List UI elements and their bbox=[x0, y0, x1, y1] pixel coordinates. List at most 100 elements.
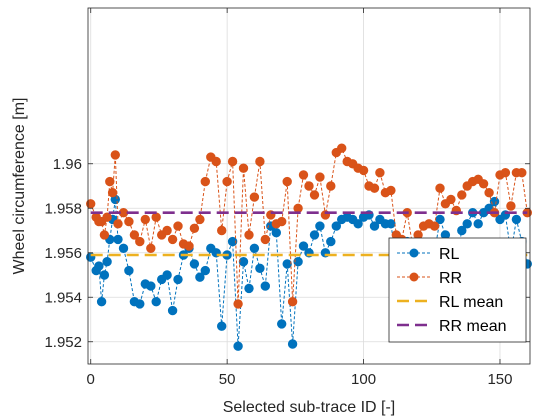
data-point-rr bbox=[282, 176, 292, 187]
y-axis-label: Wheel circumference [m] bbox=[11, 98, 28, 275]
data-point-rl bbox=[260, 281, 270, 291]
data-point-rr bbox=[255, 156, 265, 167]
data-point-rl bbox=[189, 259, 200, 269]
data-point-rr bbox=[244, 230, 254, 240]
data-point-rl bbox=[282, 259, 292, 269]
data-point-rr bbox=[189, 223, 200, 234]
data-point-rl bbox=[271, 228, 281, 238]
data-point-rr bbox=[113, 219, 123, 229]
data-point-rl bbox=[124, 265, 134, 276]
data-point-rl bbox=[326, 236, 336, 247]
legend-item-rr-mean: RR mean bbox=[397, 318, 507, 335]
legend-item-rl-mean: RL mean bbox=[397, 294, 503, 311]
data-point-rr bbox=[99, 230, 110, 240]
data-point-rl bbox=[118, 243, 129, 254]
data-point-rl bbox=[238, 257, 249, 267]
data-point-rr bbox=[238, 163, 249, 173]
data-point-rr bbox=[233, 299, 243, 309]
data-point-rr bbox=[309, 190, 320, 200]
plot-area: 0 50 100 150 1.952 1.954 1.956 1.958 1.96 bbox=[44, 7, 532, 388]
data-point-rl bbox=[386, 219, 396, 229]
data-point-rr bbox=[184, 241, 194, 251]
data-point-rl bbox=[162, 270, 172, 280]
legend-label-rr-mean: RR mean bbox=[439, 318, 507, 335]
legend-label-rl: RL bbox=[439, 246, 460, 263]
data-point-rr bbox=[249, 192, 260, 202]
data-point-rr bbox=[110, 150, 121, 160]
data-point-rr bbox=[435, 183, 445, 193]
data-point-rr bbox=[167, 234, 178, 245]
data-point-rl bbox=[146, 281, 156, 291]
data-point-rl bbox=[293, 257, 303, 267]
series-rr bbox=[86, 143, 532, 309]
data-point-rr bbox=[375, 168, 385, 178]
x-tick-label: 150 bbox=[487, 371, 512, 388]
data-point-rl bbox=[331, 221, 341, 231]
data-point-rr bbox=[287, 297, 298, 307]
data-point-rr bbox=[162, 225, 172, 236]
series-layer bbox=[86, 143, 532, 351]
data-point-rr bbox=[484, 188, 494, 198]
data-point-rl bbox=[113, 234, 123, 245]
data-point-rr bbox=[369, 183, 380, 193]
data-point-rl bbox=[94, 261, 104, 271]
data-point-rl bbox=[462, 219, 472, 229]
axis-ticks: 0 50 100 150 1.952 1.954 1.956 1.958 1.96 bbox=[44, 8, 530, 388]
data-point-rl bbox=[167, 305, 178, 316]
y-tick-label: 1.956 bbox=[44, 245, 82, 262]
data-point-rr bbox=[337, 143, 347, 153]
data-point-rr bbox=[102, 212, 112, 222]
data-point-rl bbox=[151, 297, 161, 307]
data-point-rr bbox=[386, 185, 396, 196]
data-point-rl bbox=[369, 221, 380, 231]
data-point-rl bbox=[315, 221, 325, 231]
data-point-rl bbox=[298, 241, 309, 251]
data-point-rl bbox=[353, 219, 363, 229]
data-point-rl bbox=[309, 230, 320, 240]
data-point-rl bbox=[473, 219, 483, 229]
data-point-rl bbox=[244, 283, 254, 294]
data-point-rl bbox=[195, 272, 205, 282]
y-tick-label: 1.958 bbox=[44, 200, 82, 217]
data-point-rl bbox=[233, 341, 243, 351]
data-point-rl bbox=[287, 339, 298, 349]
y-tick-label: 1.952 bbox=[44, 334, 82, 351]
data-point-rr bbox=[517, 168, 527, 178]
data-point-rr bbox=[200, 176, 211, 187]
data-point-rr bbox=[446, 194, 456, 205]
legend-item-rr: RR bbox=[397, 270, 462, 287]
data-point-rr bbox=[326, 181, 336, 191]
data-point-rl bbox=[511, 214, 522, 225]
data-point-rr bbox=[227, 156, 238, 167]
data-point-rr bbox=[211, 156, 221, 167]
data-point-rr bbox=[146, 243, 156, 254]
data-point-rr bbox=[315, 172, 325, 182]
data-point-rr bbox=[135, 236, 145, 247]
data-point-rr bbox=[478, 179, 489, 189]
data-point-rr bbox=[222, 176, 232, 187]
data-point-rl bbox=[200, 265, 211, 276]
data-point-rl bbox=[277, 319, 287, 329]
plot-frame bbox=[87, 7, 531, 365]
x-tick-label: 100 bbox=[351, 371, 376, 388]
data-point-rr bbox=[217, 225, 227, 236]
data-point-rr bbox=[105, 176, 115, 187]
data-point-rl bbox=[173, 274, 183, 285]
data-point-rr bbox=[129, 230, 140, 240]
data-point-rl bbox=[227, 236, 238, 247]
data-point-rl bbox=[255, 263, 265, 273]
data-point-rl bbox=[135, 299, 145, 309]
data-point-rr bbox=[277, 216, 287, 227]
data-point-rr bbox=[506, 201, 516, 211]
x-tick-label: 0 bbox=[87, 371, 95, 388]
y-tick-label: 1.954 bbox=[44, 289, 82, 306]
x-tick-label: 50 bbox=[219, 371, 236, 388]
data-point-rr bbox=[140, 214, 151, 225]
legend-item-rl: RL bbox=[397, 246, 460, 263]
data-point-rr bbox=[358, 165, 369, 176]
data-point-rr bbox=[293, 203, 303, 214]
data-point-rr bbox=[304, 181, 314, 191]
data-point-rr bbox=[298, 170, 309, 180]
legend-label-rl-mean: RL mean bbox=[439, 294, 503, 311]
